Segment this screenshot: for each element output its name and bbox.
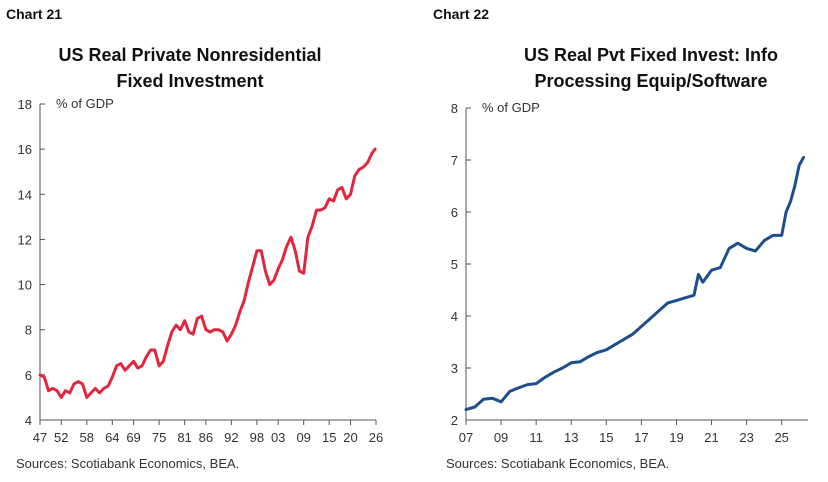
- chart-21-y-tick-label: 12: [18, 232, 32, 247]
- chart-21-y-tick-label: 10: [18, 278, 32, 293]
- chart-22-title: US Real Pvt Fixed Invest: Info Processin…: [444, 42, 828, 94]
- chart-22-y-tick-label: 5: [451, 257, 458, 272]
- chart-21-y-tick-label: 6: [25, 368, 32, 383]
- chart-21-title: US Real Private Nonresidential Fixed Inv…: [0, 42, 390, 94]
- chart-21-x-tick-label: 98: [250, 430, 264, 445]
- chart-22-x-tick-label: 09: [494, 430, 508, 445]
- chart-22-y-tick-label: 4: [451, 309, 458, 324]
- chart-21-y-tick-label: 4: [25, 413, 32, 428]
- chart-22-x-tick-label: 15: [599, 430, 613, 445]
- chart-22-x-tick-label: 13: [564, 430, 578, 445]
- chart-21-x-tick-label: 86: [199, 430, 213, 445]
- chart-21-y-tick-label: 16: [18, 142, 32, 157]
- chart-21-x-tick-label: 15: [322, 430, 336, 445]
- chart-21-source: Sources: Scotiabank Economics, BEA.: [16, 456, 240, 471]
- chart-21-plot: 4 6 8 10 12 14 16 18 47 52 58 64 69 75 81 86 92 98 03 09 15 2…: [18, 96, 384, 445]
- chart-21-number: Chart 21: [6, 6, 63, 22]
- chart-22-x-tick-label: 21: [704, 430, 718, 445]
- chart-21-x-tick-label: 75: [152, 430, 166, 445]
- chart-21-x-tick-label: 52: [54, 430, 68, 445]
- chart-21-series-line: [38, 147, 377, 399]
- chart-22-y-tick-label: 3: [451, 361, 458, 376]
- chart-21-title-line1: US Real Private Nonresidential: [58, 45, 322, 65]
- chart-22-unit-label: % of GDP: [482, 100, 540, 115]
- chart-22-x-tick-label: 19: [669, 430, 683, 445]
- chart-22-y-tick-label: 6: [451, 205, 458, 220]
- chart-21-x-tick-label: 92: [224, 430, 238, 445]
- chart-22-title-line2: Processing Equip/Software: [534, 71, 768, 91]
- chart-22-x-tick-label: 07: [459, 430, 473, 445]
- chart-22-y-tick-label: 2: [451, 413, 458, 428]
- chart-22-x-tick-label: 11: [529, 430, 543, 445]
- chart-21-y-tick-label: 8: [25, 323, 32, 338]
- chart-21-x-tick-label: 81: [177, 430, 191, 445]
- chart-22-panel: Chart 22 US Real Pvt Fixed Invest: Info …: [414, 0, 828, 482]
- chart-21-x-tick-label: 64: [105, 430, 119, 445]
- chart-21-x-tick-label: 09: [296, 430, 310, 445]
- chart-21-x-tick-label: 20: [343, 430, 357, 445]
- chart-22-x-tick-label: 23: [739, 430, 753, 445]
- chart-21-unit-label: % of GDP: [56, 96, 114, 111]
- chart-22-x-tick-label: 17: [634, 430, 648, 445]
- chart-21-x-tick-label: 26: [369, 430, 383, 445]
- chart-21-y-tick-label: 14: [18, 187, 32, 202]
- chart-22-number: Chart 22: [433, 6, 490, 22]
- chart-21-x-tick-label: 69: [126, 430, 140, 445]
- chart-22-y-tick-label: 8: [451, 101, 458, 116]
- chart-22-series-line: [464, 155, 806, 412]
- chart-22-source: Sources: Scotiabank Economics, BEA.: [446, 456, 670, 471]
- chart-21-x-tick-label: 47: [33, 430, 47, 445]
- chart-22-x-tick-label: 25: [774, 430, 788, 445]
- chart-21-panel: Chart 21 US Real Private Nonresidential …: [0, 6, 390, 471]
- chart-21-x-tick-label: 03: [271, 430, 285, 445]
- chart-22-y-tick-label: 7: [451, 153, 458, 168]
- chart-21-x-tick-label: 58: [80, 430, 94, 445]
- chart-21-y-tick-label: 18: [18, 97, 32, 112]
- chart-22-title-line1: US Real Pvt Fixed Invest: Info: [523, 45, 779, 65]
- chart-21-title-line2: Fixed Investment: [116, 71, 264, 91]
